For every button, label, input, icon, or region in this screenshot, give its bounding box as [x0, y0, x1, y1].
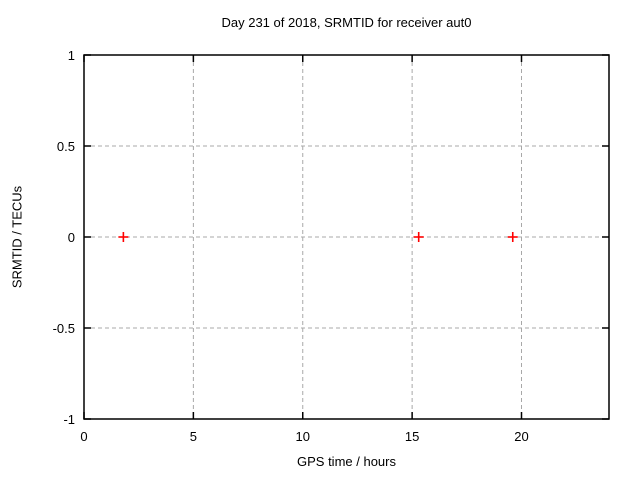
- x-tick-label: 5: [190, 429, 197, 444]
- x-tick-label: 20: [514, 429, 528, 444]
- chart-title: Day 231 of 2018, SRMTID for receiver aut…: [221, 15, 472, 30]
- x-tick-label: 10: [296, 429, 310, 444]
- y-tick-label: 1: [68, 48, 75, 63]
- y-tick-label: 0: [68, 230, 75, 245]
- y-tick-label: -1: [63, 412, 75, 427]
- x-tick-label: 15: [405, 429, 419, 444]
- x-axis-label: GPS time / hours: [297, 454, 396, 469]
- y-tick-label: -0.5: [53, 321, 75, 336]
- y-tick-label: 0.5: [57, 139, 75, 154]
- x-tick-label: 0: [80, 429, 87, 444]
